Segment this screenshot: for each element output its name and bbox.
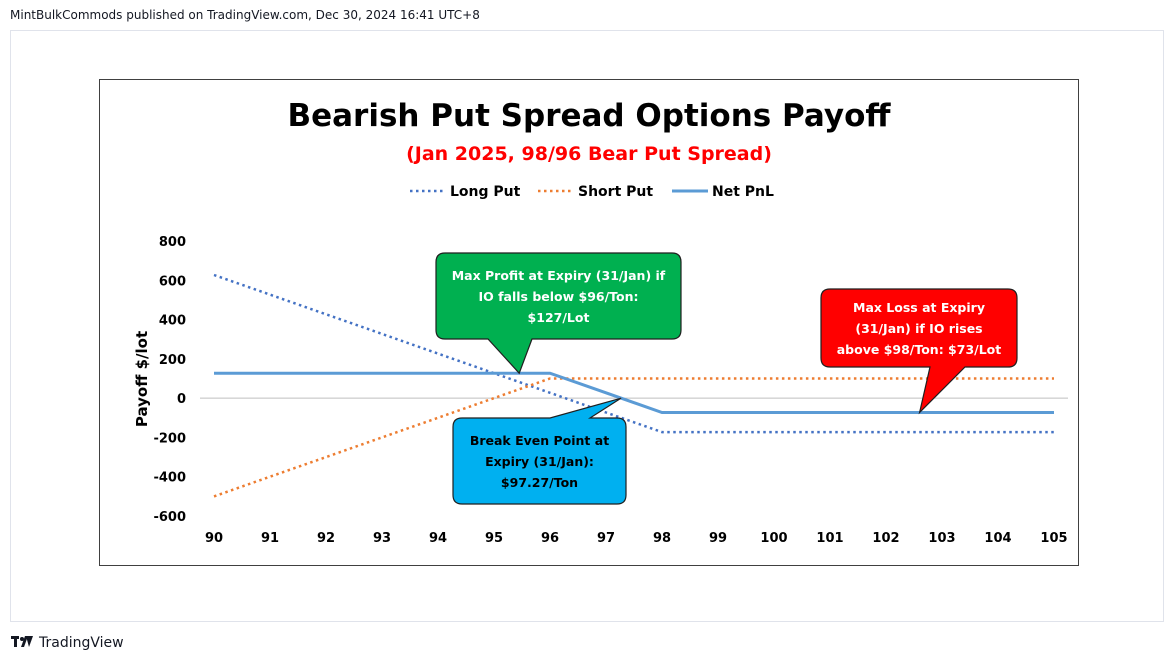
legend-label: Short Put <box>578 184 653 200</box>
series-line-long-put <box>213 273 1054 434</box>
series-layer <box>213 273 1054 498</box>
callouts: Max Profit at Expiry (31/Jan) if IO falls… <box>435 252 1018 505</box>
y-tick-label: 200 <box>159 353 186 368</box>
series-line-short-put <box>213 377 1054 498</box>
x-tick-label: 91 <box>261 531 279 546</box>
callout-max-profit <box>435 252 682 375</box>
y-tick-label: 400 <box>159 314 186 329</box>
x-tick-label: 90 <box>205 531 223 546</box>
y-axis-label: Payoff $/lot <box>133 331 151 427</box>
x-tick-label: 101 <box>816 531 843 546</box>
y-tick-label: -600 <box>153 510 186 525</box>
x-tick-label: 97 <box>597 531 615 546</box>
x-tick-label: 100 <box>760 531 787 546</box>
callout-max-loss-text: Max Loss at Expiry <box>853 300 985 315</box>
x-tick-label: 96 <box>541 531 559 546</box>
y-tick-label: 600 <box>159 274 186 289</box>
callout-max-profit-text: Max Profit at Expiry (31/Jan) if <box>452 268 666 283</box>
x-tick-label: 105 <box>1040 531 1067 546</box>
x-tick-label: 104 <box>984 531 1011 546</box>
y-axis-ticks: -600 -400 -200 0 200 400 600 800 <box>153 235 186 525</box>
callout-max-loss-text: (31/Jan) if IO rises <box>855 321 982 336</box>
x-tick-label: 98 <box>653 531 671 546</box>
callout-max-profit-text: $127/Lot <box>528 310 590 325</box>
callout-break-even-text: $97.27/Ton <box>501 475 578 490</box>
callout-break-even-text: Break Even Point at <box>470 433 609 448</box>
callout-max-loss <box>820 288 1018 415</box>
x-tick-label: 102 <box>872 531 899 546</box>
x-tick-label: 95 <box>485 531 503 546</box>
y-tick-label: -200 <box>153 431 186 446</box>
legend: Long Put Short Put Net PnL <box>410 184 774 200</box>
x-tick-label: 99 <box>709 531 727 546</box>
callout-max-loss-text: above $98/Ton: $73/Lot <box>837 342 1002 357</box>
x-tick-label: 103 <box>928 531 955 546</box>
x-axis-ticks: 90 91 92 93 94 95 96 97 98 99 100 101 102 103 104 105 <box>205 531 1068 546</box>
tradingview-brand[interactable]: TradingView <box>39 634 124 651</box>
chart-title: Bearish Put Spread Options Payoff <box>287 98 891 134</box>
x-tick-label: 93 <box>373 531 391 546</box>
chart-subtitle: (Jan 2025, 98/96 Bear Put Spread) <box>406 143 772 165</box>
x-tick-label: 94 <box>429 531 447 546</box>
legend-label: Long Put <box>450 184 521 200</box>
callout-break-even <box>452 397 627 505</box>
tradingview-logo-icon[interactable] <box>11 633 33 652</box>
series-line-net-pnl <box>214 371 1054 414</box>
callout-max-profit-text: IO falls below $96/Ton: <box>478 289 638 304</box>
y-tick-label: -400 <box>153 471 186 486</box>
legend-label: Net PnL <box>712 184 774 200</box>
x-tick-label: 92 <box>317 531 335 546</box>
y-tick-label: 0 <box>177 392 186 407</box>
footer: TradingView <box>11 633 124 652</box>
publisher-line: MintBulkCommods published on TradingView… <box>10 8 480 22</box>
callout-break-even-text: Expiry (31/Jan): <box>485 454 594 469</box>
y-tick-label: 800 <box>159 235 186 250</box>
